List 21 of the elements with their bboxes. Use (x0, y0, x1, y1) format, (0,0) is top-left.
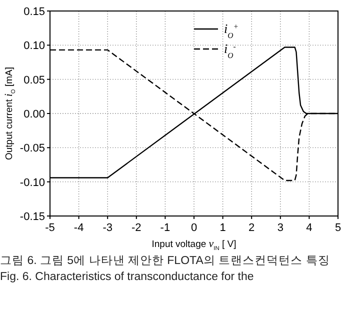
x-tick-label: -5 (45, 222, 55, 234)
x-tick-label: 5 (334, 222, 342, 234)
y-tick-label: 0.10 (24, 40, 45, 52)
x-tick-label: -4 (74, 222, 84, 234)
x-axis-title: Input voltage v$_{IN}$ [ V] (152, 238, 236, 252)
x-tick-label: 2 (248, 222, 255, 234)
x-tick-label: 1 (220, 222, 226, 234)
y-tick-label: -0.05 (20, 142, 45, 155)
y-tick-label: 0.15 (24, 6, 45, 18)
caption: 그림 6. 그림 5에 나타낸 제안한 FLOTA의 트랜스컨덕턴스 특징 (0, 254, 331, 269)
x-tick-label: 3 (277, 222, 284, 234)
x-tick-label: 0 (190, 222, 198, 234)
y-tick-label: -0.10 (20, 176, 45, 189)
y-tick-label: 0.00 (24, 108, 45, 120)
y-tick-label: -0.15 (20, 211, 45, 223)
x-tick-label: 4 (306, 222, 312, 234)
x-tick-label: -2 (132, 222, 142, 234)
caption: Fig. 6. Characteristics of transconductance for the (0, 270, 255, 285)
x-tick-label: -1 (160, 222, 170, 234)
y-tick-label: 0.05 (24, 74, 45, 86)
x-tick-label: -3 (102, 222, 112, 234)
